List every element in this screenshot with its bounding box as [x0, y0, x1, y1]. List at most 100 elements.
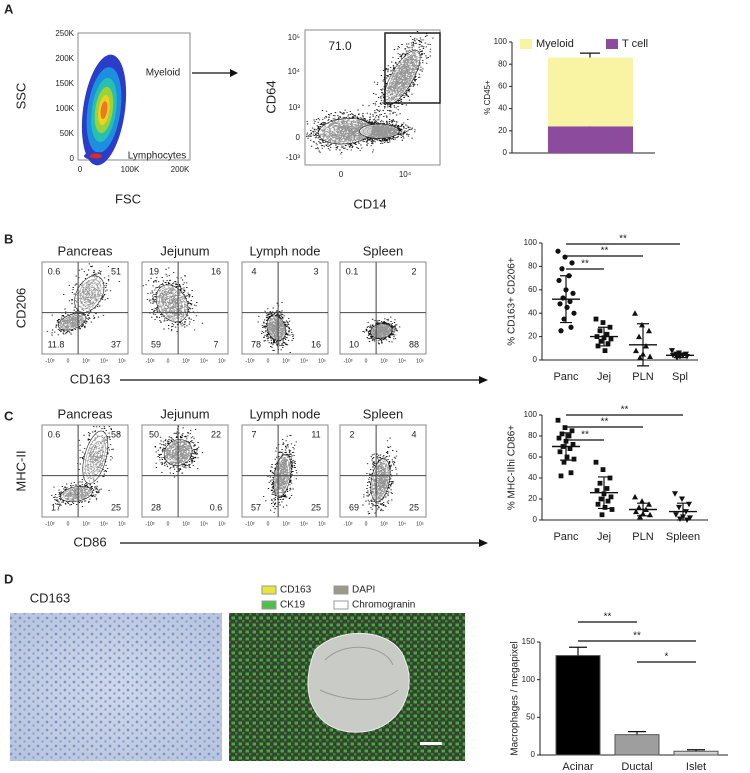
sd-bar: [598, 476, 610, 510]
y-tick-label: 100: [524, 238, 538, 247]
bar: [614, 734, 660, 756]
axis-title: FSC: [115, 191, 141, 206]
legend-swatch: [261, 600, 277, 610]
legend-swatch: [333, 585, 349, 595]
quadrant-value: 0.1: [346, 266, 359, 276]
gate: [384, 32, 441, 104]
x-tick-label: 0: [167, 358, 170, 364]
x-tick-label: 10⁴: [200, 521, 208, 527]
data-point: [571, 310, 577, 316]
x-tick-label: Acinar: [562, 761, 594, 773]
data-point: [608, 336, 614, 342]
error-bar: [687, 749, 705, 752]
gate-value: 71.0: [328, 39, 352, 53]
y-tick-label: 150: [522, 637, 536, 646]
x-tick-label: PLN: [632, 371, 653, 383]
data-point: [555, 417, 561, 423]
quadrant-value: 17: [51, 502, 61, 512]
data-point: [568, 470, 574, 476]
x-tick-label: Panc: [553, 531, 579, 543]
data-point: [600, 467, 606, 472]
x-tick-label: 10³: [82, 521, 90, 527]
arrow-head: [479, 539, 488, 547]
plot-title: Jejunum: [160, 406, 209, 421]
data-point: [687, 515, 693, 521]
x-tick-label: PLN: [632, 531, 653, 543]
legend-label: Myeloid: [536, 38, 574, 50]
x-tick-label: 10³: [182, 358, 190, 364]
sd-bar: [637, 323, 649, 367]
data-point: [562, 254, 568, 260]
plot-title: Spleen: [363, 406, 403, 421]
quadrant-value: 11: [311, 429, 320, 439]
x-tick-label: 0: [339, 170, 344, 179]
data-point: [633, 347, 639, 354]
x-tick-label: Jej: [597, 531, 611, 543]
y-tick-label: 50: [526, 712, 535, 721]
gate-label: Lymphocytes: [128, 151, 187, 162]
x-tick-label: 0: [67, 358, 70, 364]
data-point: [595, 501, 601, 507]
data-point: [558, 473, 564, 479]
data-point: [564, 304, 570, 310]
contour: [266, 315, 287, 341]
arrow-head: [230, 69, 238, 77]
panel-label: B: [4, 231, 13, 246]
contour: [370, 458, 391, 502]
quadrant-value: 4: [411, 429, 416, 439]
plot-title: Lymph node: [249, 243, 320, 258]
x-tick-label: Ductal: [621, 761, 652, 773]
data-point: [636, 333, 642, 340]
data-point: [646, 501, 652, 507]
significance-label: **: [619, 234, 627, 245]
data-point: [594, 488, 600, 493]
plot-frame: [241, 261, 329, 355]
axis-title: CD163: [70, 371, 110, 386]
quadrant-value: 0.6: [210, 502, 223, 512]
x-tick-label: 10⁴: [300, 521, 308, 527]
quadrant-value: 7: [213, 339, 218, 349]
data-point: [632, 310, 638, 316]
quadrant-value: 28: [151, 502, 161, 512]
y-tick-label: 10³: [288, 103, 300, 112]
legend-label: CK19: [280, 600, 305, 611]
significance-label: **: [621, 405, 629, 416]
x-tick-label: 0: [67, 521, 70, 527]
x-tick-label: 10⁴: [399, 170, 412, 179]
significance-label: **: [601, 246, 609, 257]
quadrant-value: 2: [349, 429, 354, 439]
y-tick-label: 80: [528, 262, 537, 271]
axis-title: % CD45+: [483, 80, 492, 115]
data-point: [609, 507, 615, 512]
y-tick-label: 0: [533, 355, 538, 364]
x-tick-label: 0: [78, 165, 83, 174]
y-tick-label: 20: [528, 494, 537, 503]
data-point: [602, 505, 608, 510]
data-point: [639, 498, 645, 504]
arrow-head: [479, 376, 488, 384]
quadrant-value: 51: [111, 266, 121, 276]
data-point: [602, 348, 608, 354]
data-point: [673, 512, 679, 518]
data-point: [599, 512, 605, 518]
y-tick-label: 0: [296, 133, 301, 142]
plot-frame: [339, 261, 427, 355]
x-tick-label: 0: [267, 521, 270, 527]
x-tick-label: 0: [167, 521, 170, 527]
quadrant-value: 37: [111, 339, 121, 349]
x-tick-label: 10⁵: [118, 521, 126, 527]
bar-segment: [548, 57, 633, 127]
contour: [58, 313, 87, 331]
quadrant-value: 58: [111, 429, 121, 439]
legend-label: T cell: [622, 38, 648, 50]
legend-swatch: [520, 39, 532, 49]
x-tick-label: -10³: [46, 358, 55, 364]
x-tick-label: 10³: [182, 521, 190, 527]
bar: [673, 750, 719, 756]
data-point: [607, 475, 613, 481]
x-tick-label: 10⁴: [398, 358, 406, 364]
data-point: [598, 496, 604, 502]
x-tick-label: 10⁵: [416, 521, 424, 527]
data-point: [559, 431, 565, 437]
x-tick-label: 10³: [82, 358, 90, 364]
